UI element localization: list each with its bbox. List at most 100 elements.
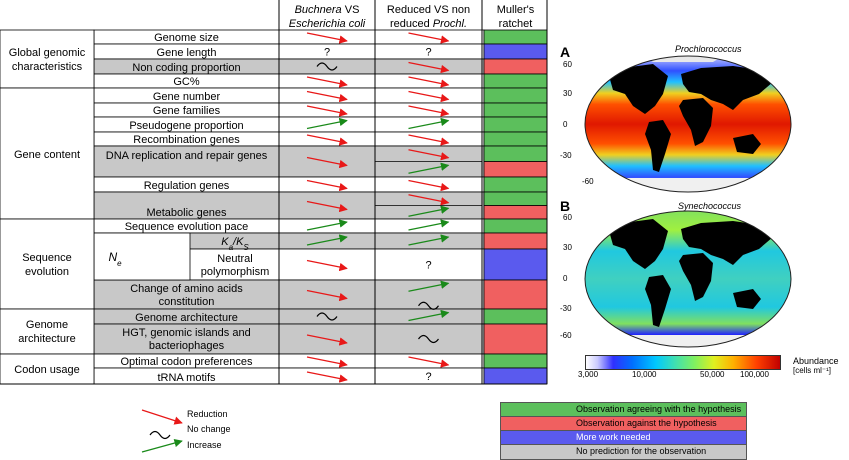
lat-b-m30: -30 [560,304,572,313]
legend-increase: Increase [187,440,222,450]
category-cell [0,87,95,220]
row-label: Sequence evolution pace [125,221,249,233]
buchnera-symbol [306,134,348,146]
header-buchnera: Buchnera VS Escherichia coli [288,4,366,30]
prochl-symbol [408,90,450,103]
prochl-symbol [408,117,450,130]
row-label: Gene number [153,91,221,103]
row-label: Recombination genes [133,134,240,146]
muller-cell [483,367,548,385]
category-cell [0,218,95,310]
cb-tick-100000: 100,000 [740,370,769,379]
lat-a-0: 0 [563,120,568,129]
prochl-symbol: ? [425,371,431,383]
category-architecture: architecture [18,333,75,345]
buchnera-symbol [316,312,338,321]
row-label: Change of amino acids [130,283,243,295]
category-architecture: Genome [26,319,68,331]
row-label: Gene length [157,47,217,59]
abundance-colorbar [585,355,781,370]
prochlorococcus-map [584,55,792,193]
prochl-symbol [408,179,450,192]
category-sequence: evolution [25,266,69,278]
lat-b-60: 60 [563,213,572,222]
key-blue-text: More work needed [576,432,651,442]
key-green-text: Observation agreeing with the hypothesis [576,404,742,414]
abundance-label: Abundance [cells ml⁻¹] [793,356,839,375]
arrow-legend-icons [141,409,183,453]
prochl-symbol [408,149,450,161]
row-label: bacteriophages [149,340,225,352]
muller-cell [483,279,548,310]
category-codon: Codon usage [14,364,79,376]
prochl-symbol [408,194,450,206]
buchnera-symbol [306,289,348,302]
muller-cell [483,43,548,60]
muller-cell [483,308,548,325]
buchnera-symbol: ? [324,47,330,59]
buchnera-symbol [306,219,348,231]
buchnera-symbol [306,334,348,346]
lat-b-0: 0 [563,274,568,283]
category-cell [0,308,95,355]
cb-tick-3000: 3,000 [578,370,599,379]
prochl-symbol [418,334,439,344]
buchnera-symbol [306,32,348,44]
prochl-symbol [408,134,450,146]
panel-letter-b: B [560,198,571,214]
row-label: Non coding proportion [132,62,240,74]
muller-cell [483,323,548,355]
row-label: Regulation genes [144,180,230,192]
row-label: polymorphism [201,266,269,278]
category-global: characteristics [12,61,83,73]
prochl-symbol [408,32,450,44]
muller-cell [483,116,548,133]
muller-cell [483,205,548,220]
lat-a-m30: -30 [560,151,572,160]
row-label: Gene families [153,105,221,117]
muller-cell [483,176,548,193]
prochl-symbol [408,234,450,246]
muller-cell [483,29,548,45]
prochl-symbol [418,301,439,310]
muller-cell [483,191,548,206]
key-red-text: Observation against the hypothesis [576,418,717,428]
buchnera-symbol [306,356,348,368]
lat-a-30: 30 [563,89,572,98]
category-global: Global genomic [9,47,86,59]
buchnera-symbol [306,371,348,383]
ne-cell [93,232,191,281]
prochl-symbol [408,309,450,322]
lat-a-m60: -60 [582,177,594,186]
row-label: Pseudogene proportion [129,120,243,132]
header-prochl: Reduced VS non reduced Prochl. [386,4,471,30]
muller-cell [483,145,548,162]
prochl-symbol [408,219,450,231]
lat-b-30: 30 [563,243,572,252]
row-label: tRNA motifs [157,372,216,384]
category-gene-content: Gene content [14,149,80,161]
muller-cell [483,73,548,89]
map-a-title: Prochlorococcus [675,44,742,54]
category-cell [0,29,95,89]
muller-cell [483,161,548,178]
muller-cell [483,248,548,281]
muller-cell [483,58,548,75]
lat-b-m60: -60 [560,331,572,340]
muller-cell [483,232,548,250]
muller-cell [483,102,548,118]
buchnera-symbol [306,90,348,103]
prochl-symbol [408,61,450,74]
cb-tick-50000: 50,000 [700,370,725,379]
prochl-symbol [408,162,450,174]
row-label: Metabolic genes [146,207,227,219]
row-label: constitution [159,296,215,308]
buchnera-symbol [306,76,348,88]
lat-a-60: 60 [563,60,572,69]
prochl-symbol [408,205,450,217]
category-cell [0,353,95,385]
cb-tick-10000: 10,000 [632,370,657,379]
row-label: HGT, genomic islands and [122,327,250,339]
muller-cell [483,218,548,234]
